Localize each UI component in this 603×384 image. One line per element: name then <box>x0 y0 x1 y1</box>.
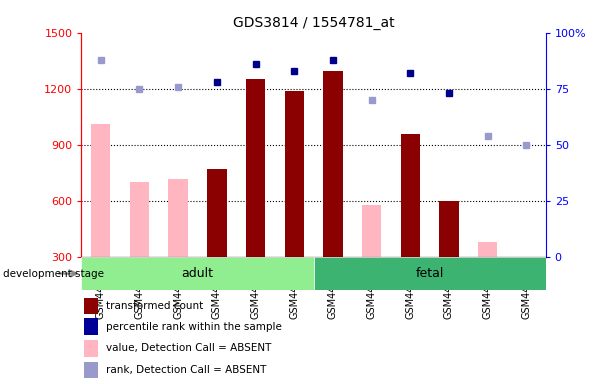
Title: GDS3814 / 1554781_at: GDS3814 / 1554781_at <box>233 16 394 30</box>
Bar <box>246 79 265 257</box>
Bar <box>207 169 227 257</box>
Text: fetal: fetal <box>415 267 444 280</box>
Text: value, Detection Call = ABSENT: value, Detection Call = ABSENT <box>106 343 271 354</box>
Bar <box>314 257 546 290</box>
Bar <box>440 201 459 257</box>
Bar <box>285 91 304 257</box>
Text: percentile rank within the sample: percentile rank within the sample <box>106 321 282 331</box>
Bar <box>84 318 98 334</box>
Bar <box>91 124 110 257</box>
Text: adult: adult <box>182 267 213 280</box>
Bar <box>84 341 98 356</box>
Bar <box>84 362 98 377</box>
Bar <box>130 182 149 257</box>
Bar <box>323 71 343 257</box>
Bar <box>400 134 420 257</box>
Bar <box>84 298 98 314</box>
Text: development stage: development stage <box>3 268 104 279</box>
Bar <box>168 179 188 257</box>
Text: transformed count: transformed count <box>106 301 203 311</box>
Bar <box>478 242 497 257</box>
Bar <box>362 205 381 257</box>
Bar <box>81 257 314 290</box>
Text: rank, Detection Call = ABSENT: rank, Detection Call = ABSENT <box>106 364 266 375</box>
